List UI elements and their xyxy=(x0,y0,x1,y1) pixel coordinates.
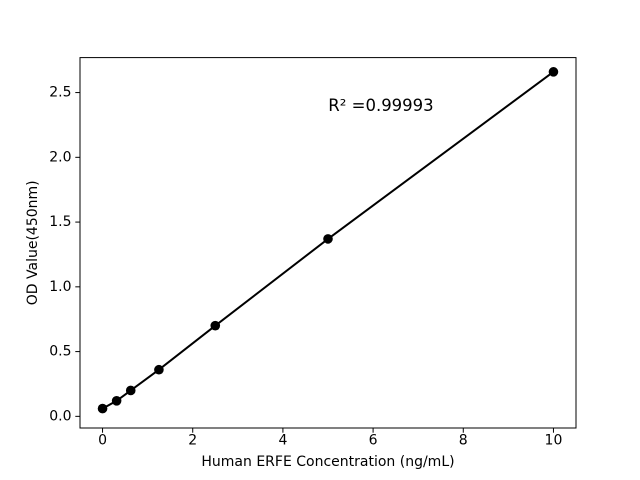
y-tick-label: 0.5 xyxy=(49,344,71,360)
plot-layer: 0 2 4 6 8 10 0.0 0.5 1.0 1.5 2.0 2.5 xyxy=(49,57,577,449)
x-tick-label: 10 xyxy=(545,433,563,449)
y-tick-label: 2.5 xyxy=(49,85,71,101)
data-point-marker xyxy=(548,67,559,77)
data-point-marker xyxy=(97,403,108,414)
y-tick-label: 1.5 xyxy=(49,214,71,230)
data-point-marker xyxy=(111,396,122,406)
plot-frame xyxy=(79,57,577,429)
x-tick-label: 2 xyxy=(188,433,197,449)
data-point-marker xyxy=(125,385,136,396)
x-tick-label: 6 xyxy=(369,433,378,449)
data-point-marker xyxy=(210,320,221,331)
data-point-marker xyxy=(323,234,333,244)
r2-annotation: R² =0.99993 xyxy=(328,96,433,115)
x-axis-label: Human ERFE Concentration (ng/mL) xyxy=(201,454,454,470)
y-tick-label: 1.0 xyxy=(49,279,71,295)
y-axis-label: OD Value(450nm) xyxy=(25,180,41,305)
x-tick-label: 8 xyxy=(459,433,468,449)
x-tick-label: 0 xyxy=(98,433,107,449)
y-tick-label: 0.0 xyxy=(49,408,71,424)
y-tick-label: 2.0 xyxy=(49,149,71,165)
x-tick-label: 4 xyxy=(278,433,287,449)
data-point-marker xyxy=(154,364,164,375)
